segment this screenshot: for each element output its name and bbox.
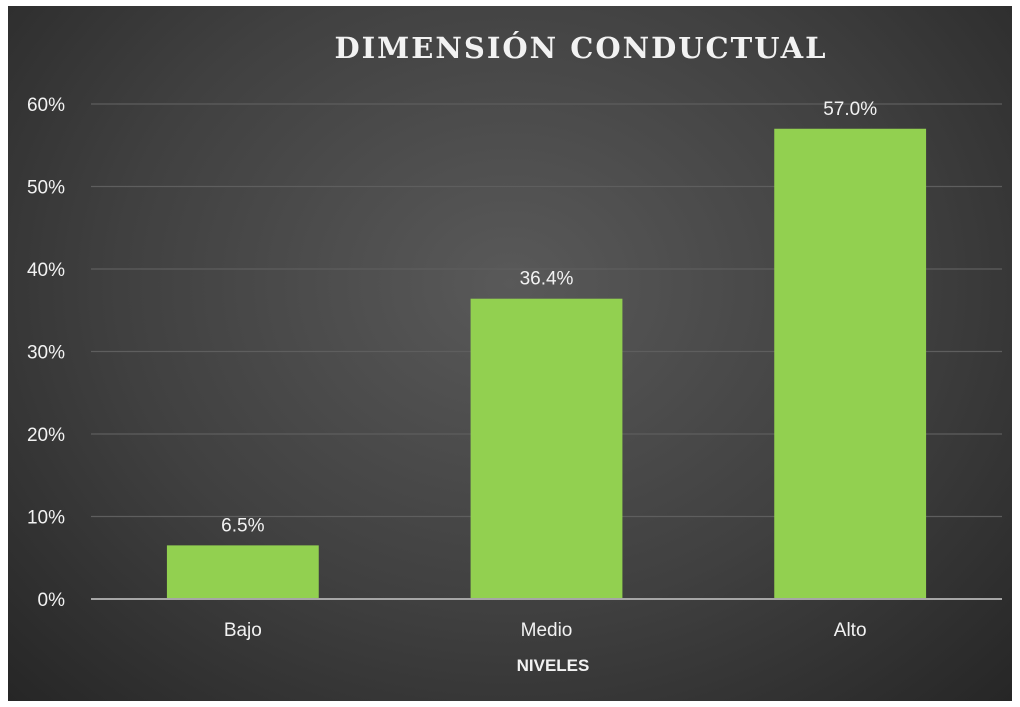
data-label: 36.4% bbox=[520, 269, 574, 290]
data-label: 57.0% bbox=[823, 99, 877, 120]
category-label: Bajo bbox=[224, 620, 262, 641]
category-label: Alto bbox=[834, 620, 867, 641]
data-label: 6.5% bbox=[221, 515, 264, 536]
y-tick-label: 50% bbox=[27, 178, 65, 199]
y-tick-label: 20% bbox=[27, 425, 65, 446]
x-axis-categories: Bajo Medio Alto bbox=[224, 620, 867, 641]
bar-bajo bbox=[166, 545, 319, 599]
y-tick-label: 40% bbox=[27, 260, 65, 281]
y-axis-ticks: 0% 10% 20% 30% 40% 50% 60% bbox=[27, 95, 65, 611]
y-tick-label: 10% bbox=[27, 508, 65, 529]
x-axis-title: NIVELES bbox=[517, 656, 590, 675]
bar-chart: DIMENSIÓN CONDUCTUAL 0% 10% 20% 30% 40% 50% 60… bbox=[27, 30, 1002, 675]
y-tick-label: 30% bbox=[27, 343, 65, 364]
y-tick-label: 60% bbox=[27, 95, 65, 116]
chart-area: DIMENSIÓN CONDUCTUAL 0% 10% 20% 30% 40% 50% 60… bbox=[8, 6, 1012, 701]
chart-title: DIMENSIÓN CONDUCTUAL bbox=[334, 30, 827, 65]
data-labels: 6.5% 36.4% 57.0% bbox=[221, 99, 877, 537]
y-tick-label: 0% bbox=[38, 590, 66, 611]
category-label: Medio bbox=[521, 620, 573, 641]
bar-medio bbox=[470, 298, 623, 599]
bar-alto bbox=[774, 128, 927, 599]
bars bbox=[166, 128, 927, 599]
